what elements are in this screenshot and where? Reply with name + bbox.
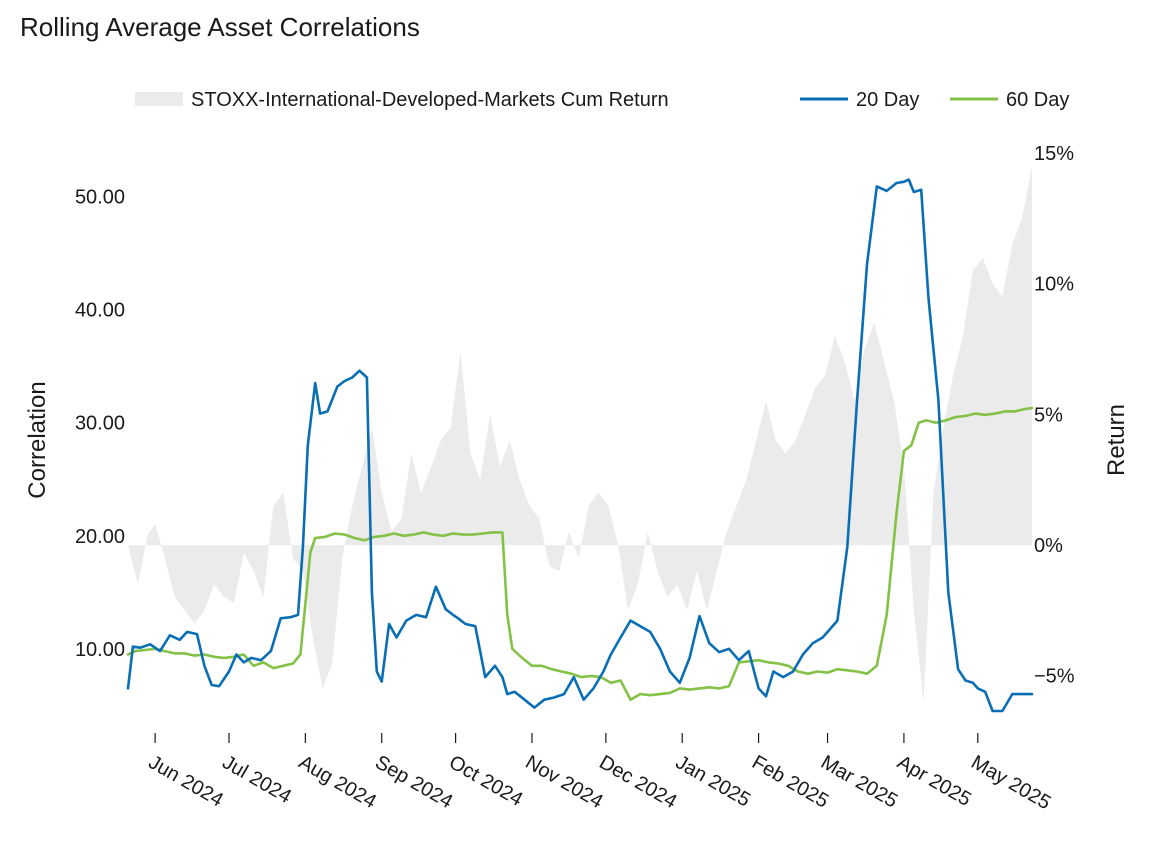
y-tick-label: 50.00 bbox=[75, 187, 125, 209]
series-60-day-line bbox=[126, 406, 1034, 701]
y-axis-title: Correlation bbox=[24, 381, 51, 498]
x-tick-label: Mar 2025 bbox=[817, 751, 901, 812]
x-tick-label: Dec 2024 bbox=[595, 751, 680, 813]
x-tick-label: Jan 2025 bbox=[672, 751, 754, 811]
correlation-lines-layer bbox=[126, 178, 1034, 713]
y-tick-label: 20.00 bbox=[75, 526, 125, 548]
y2-tick-label: 0% bbox=[1034, 535, 1063, 557]
x-tick-label: Feb 2025 bbox=[748, 751, 832, 812]
legend-label-60-day: 60 Day bbox=[1006, 89, 1069, 111]
x-tick-label: Sep 2024 bbox=[371, 751, 456, 813]
y2-tick-label: −5% bbox=[1034, 666, 1075, 688]
x-tick-label: May 2025 bbox=[967, 751, 1054, 814]
x-tick-label: Nov 2024 bbox=[521, 751, 606, 813]
legend-label-20-day: 20 Day bbox=[856, 89, 919, 111]
y-axis-left: 10.00 20.00 30.00 40.00 50.00 bbox=[75, 187, 125, 661]
x-tick-label: Apr 2025 bbox=[893, 751, 974, 811]
y-axis-right: −5% 0% 5% 10% 15% bbox=[1034, 143, 1075, 688]
return-area bbox=[128, 166, 1032, 702]
y2-tick-label: 10% bbox=[1034, 274, 1074, 296]
y2-axis-title: Return bbox=[1103, 404, 1130, 476]
series-20-day-line bbox=[126, 178, 1034, 713]
y-tick-label: 30.00 bbox=[75, 413, 125, 435]
x-tick-label: Aug 2024 bbox=[295, 751, 380, 813]
x-tick-label: Jun 2024 bbox=[145, 751, 227, 811]
x-tick-label: Jul 2024 bbox=[218, 751, 294, 808]
y-tick-label: 10.00 bbox=[75, 639, 125, 661]
legend: STOXX-International-Developed-Markets Cu… bbox=[135, 89, 1069, 111]
y2-tick-label: 5% bbox=[1034, 404, 1063, 426]
legend-swatch-area bbox=[135, 92, 183, 106]
x-tick-label: Oct 2024 bbox=[445, 751, 526, 811]
return-area-layer bbox=[128, 166, 1032, 702]
y-tick-label: 40.00 bbox=[75, 300, 125, 322]
chart-title: Rolling Average Asset Correlations bbox=[20, 12, 420, 42]
legend-label-area: STOXX-International-Developed-Markets Cu… bbox=[191, 89, 669, 111]
y2-tick-label: 15% bbox=[1034, 143, 1074, 165]
